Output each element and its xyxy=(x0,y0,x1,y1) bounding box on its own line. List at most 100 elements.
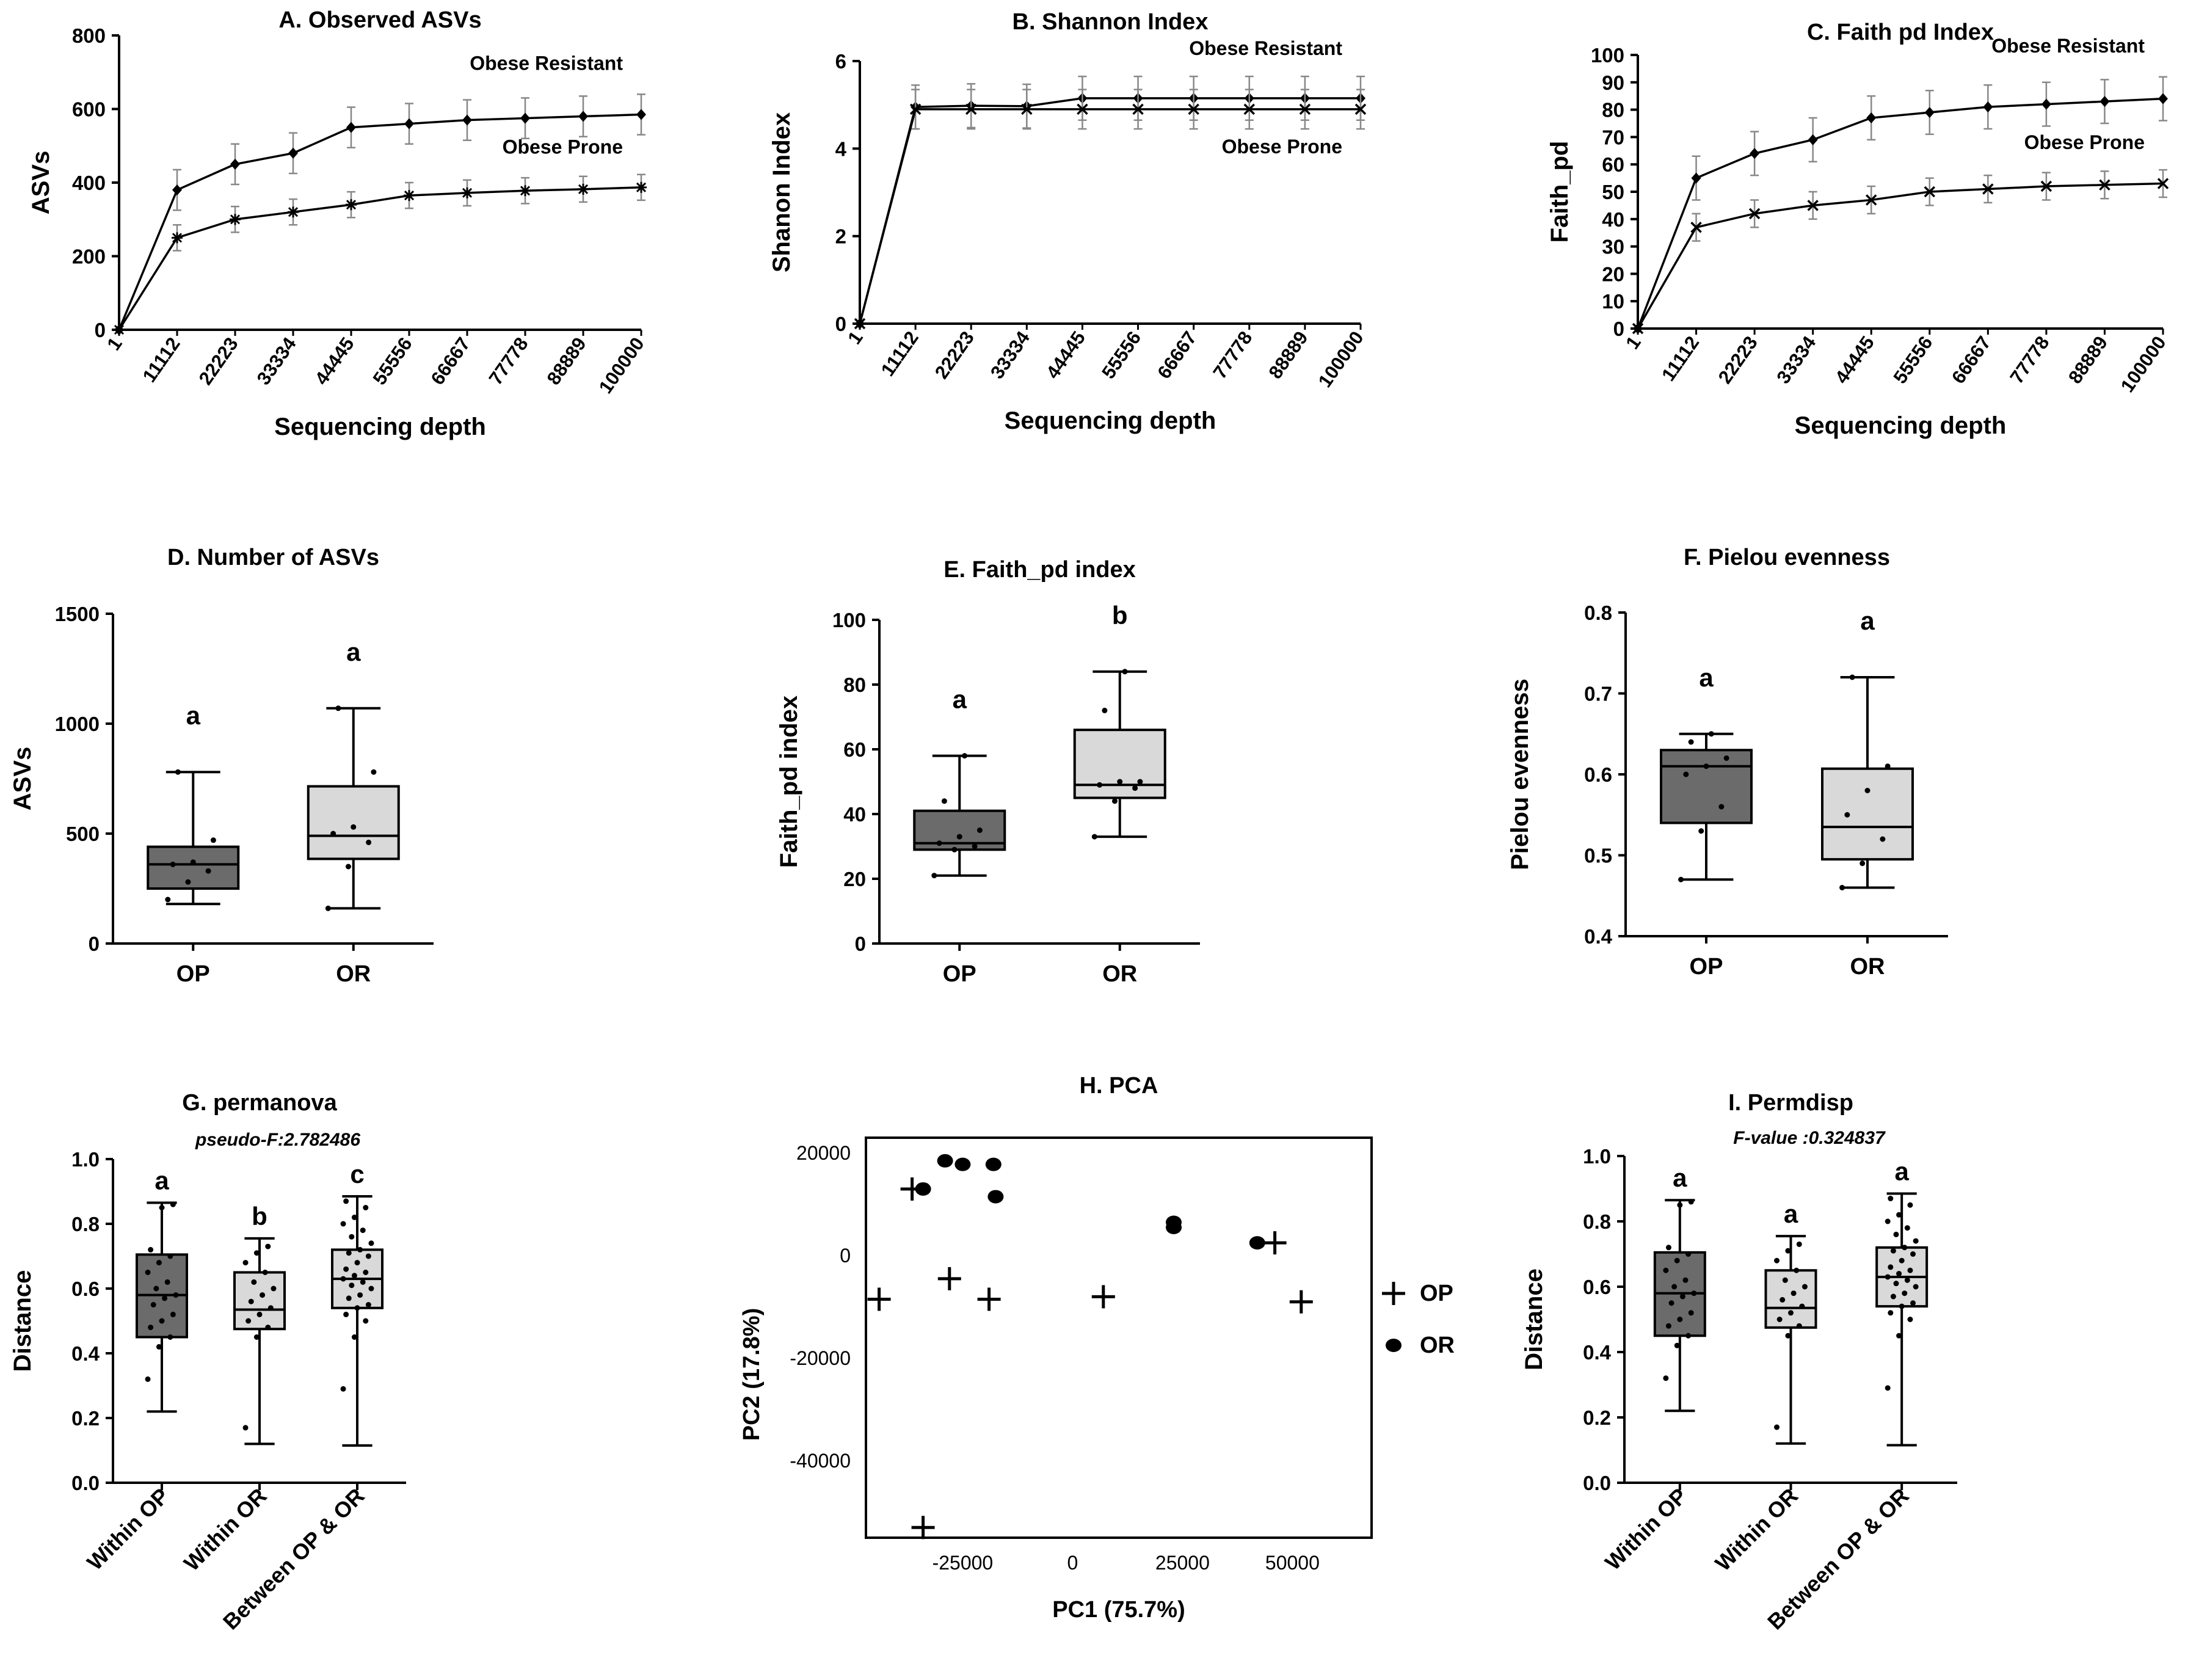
chart-i-data-point xyxy=(1776,1317,1783,1322)
chart-g-data-point xyxy=(156,1344,162,1350)
chart-b-data-point xyxy=(1299,103,1311,115)
chart-b-series-label: Obese Prone xyxy=(1222,136,1342,158)
chart-c-data-point xyxy=(1691,172,1701,184)
chart-i-data-point xyxy=(1907,1202,1913,1208)
chart-g-y-tick-label: 0.4 xyxy=(71,1342,100,1365)
chart-a-y-axis-label: ASVs xyxy=(27,151,54,215)
chart-i-data-point xyxy=(1902,1290,1908,1296)
chart-g-data-point xyxy=(159,1205,165,1210)
panel-G: G. permanova pseudo-F:2.782486 0.0 0.2 0.4 0.… xyxy=(9,1090,406,1634)
chart-i-y-tick-label: 1.0 xyxy=(1583,1145,1611,1168)
chart-b-y-tick-label: 6 xyxy=(835,50,846,73)
chart-f-title: F. Pielou evenness xyxy=(1684,545,1890,570)
chart-g-data-point xyxy=(365,1253,371,1259)
chart-i-data-point xyxy=(1677,1317,1683,1322)
chart-c-series-0 xyxy=(1633,76,2168,334)
chart-i-data-point xyxy=(1885,1385,1891,1391)
panel-H: H. PCA -25000 0 25000 50000 -40000 -20000 0 2000… xyxy=(739,1073,1455,1623)
chart-i-y-tick-label: 0.4 xyxy=(1583,1341,1612,1364)
chart-a-x-tick-label: 55556 xyxy=(369,333,416,389)
chart-g-data-point xyxy=(340,1221,346,1227)
chart-e-data-point xyxy=(956,834,962,840)
chart-i-y-tick-label: 0.6 xyxy=(1583,1276,1611,1298)
chart-d-box xyxy=(147,845,240,890)
chart-e-x-tick-label: OR xyxy=(1102,961,1137,987)
chart-g-data-point xyxy=(156,1260,162,1266)
chart-e-significance-letter: a xyxy=(953,685,967,714)
chart-c-x-tick-label: 22223 xyxy=(1714,332,1762,388)
chart-i-data-point xyxy=(1896,1333,1902,1339)
chart-g-data-point xyxy=(363,1318,369,1324)
chart-d-data-point xyxy=(345,864,351,870)
chart-b-x-tick-label: 33334 xyxy=(986,327,1034,382)
chart-h-y-tick-label: 0 xyxy=(840,1245,851,1267)
chart-i-data-point xyxy=(1774,1257,1780,1264)
chart-i-data-point xyxy=(1794,1267,1800,1273)
chart-g-x-tick-label: Within OR xyxy=(179,1483,272,1576)
chart-c-x-tick-label: 33334 xyxy=(1772,332,1820,387)
chart-g-data-point xyxy=(260,1292,266,1298)
chart-b-data-point xyxy=(1077,103,1088,115)
chart-c-data-point xyxy=(1982,183,1994,195)
chart-g-y-axis-label: Distance xyxy=(9,1270,36,1372)
chart-g-data-point xyxy=(265,1243,271,1249)
chart-c-y-tick-label: 60 xyxy=(1602,153,1624,176)
chart-g-data-point xyxy=(354,1305,360,1311)
chart-h-x-axis-label: PC1 (75.7%) xyxy=(1052,1597,1185,1623)
chart-g-data-point xyxy=(343,1198,349,1204)
chart-i-data-point xyxy=(1788,1310,1794,1316)
chart-h-x-tick-label: 0 xyxy=(1067,1552,1078,1574)
chart-g-box-2 xyxy=(331,1195,384,1447)
chart-c-data-point xyxy=(1750,148,1760,159)
chart-g-data-point xyxy=(242,1260,249,1266)
chart-i-box-1 xyxy=(1764,1235,1817,1445)
chart-g-data-point xyxy=(357,1292,363,1298)
chart-c-data-point xyxy=(1924,186,1936,198)
chart-a-x-tick-label: 88889 xyxy=(543,333,591,389)
chart-h-data-point xyxy=(1263,1231,1287,1255)
chart-d-data-point xyxy=(205,868,211,874)
chart-g-data-point xyxy=(167,1253,173,1259)
chart-b-x-tick-label: 22223 xyxy=(931,327,978,383)
chart-c-data-point xyxy=(2099,179,2110,191)
chart-h-data-point xyxy=(937,1267,961,1290)
chart-c-data-point xyxy=(2158,93,2168,104)
chart-d-data-point xyxy=(366,839,372,845)
chart-c-title: C. Faith pd Index xyxy=(1807,20,1994,45)
chart-c-series-line xyxy=(1637,182,2164,329)
chart-d-data-point xyxy=(190,859,196,865)
chart-c-data-point xyxy=(1748,208,1761,220)
chart-g-data-point xyxy=(253,1250,260,1256)
chart-i-data-point xyxy=(1907,1317,1913,1322)
chart-h-data-point xyxy=(937,1154,953,1168)
chart-c-y-axis-label: Faith_pd xyxy=(1546,141,1573,243)
chart-i-data-point xyxy=(1785,1333,1791,1339)
chart-c-y-tick-label: 0 xyxy=(1613,318,1624,340)
chart-d-data-point xyxy=(371,769,377,775)
chart-c-data-point xyxy=(1690,222,1702,233)
chart-b-x-tick-label: 77778 xyxy=(1209,327,1256,383)
chart-e-data-point xyxy=(976,827,983,833)
chart-a-data-point xyxy=(404,118,414,129)
chart-g-data-point xyxy=(170,1201,176,1207)
chart-g-data-point xyxy=(368,1240,374,1246)
chart-b-series-label: Obese Resistant xyxy=(1189,37,1342,59)
chart-c-data-point xyxy=(1807,200,1819,211)
chart-a-data-point xyxy=(288,206,299,218)
chart-b-x-tick-label: 1 xyxy=(843,327,867,348)
chart-c-data-point xyxy=(1866,112,1877,124)
chart-g-box xyxy=(233,1271,286,1331)
chart-i-data-point xyxy=(1885,1218,1891,1224)
chart-c-data-point xyxy=(2040,180,2052,192)
chart-g-data-point xyxy=(150,1302,156,1307)
chart-c-series-1 xyxy=(1632,169,2169,335)
chart-f-data-point xyxy=(1880,836,1886,842)
chart-d-box-0 xyxy=(147,769,240,906)
chart-g-data-point xyxy=(148,1325,154,1331)
chart-i-data-point xyxy=(1913,1238,1919,1244)
chart-f-significance-letter: a xyxy=(1860,606,1875,635)
chart-a-data-point xyxy=(346,199,357,211)
chart-g-data-point xyxy=(340,1276,346,1282)
chart-h-data-point xyxy=(911,1516,935,1540)
chart-i-x-tick-label: Within OR xyxy=(1710,1483,1803,1576)
